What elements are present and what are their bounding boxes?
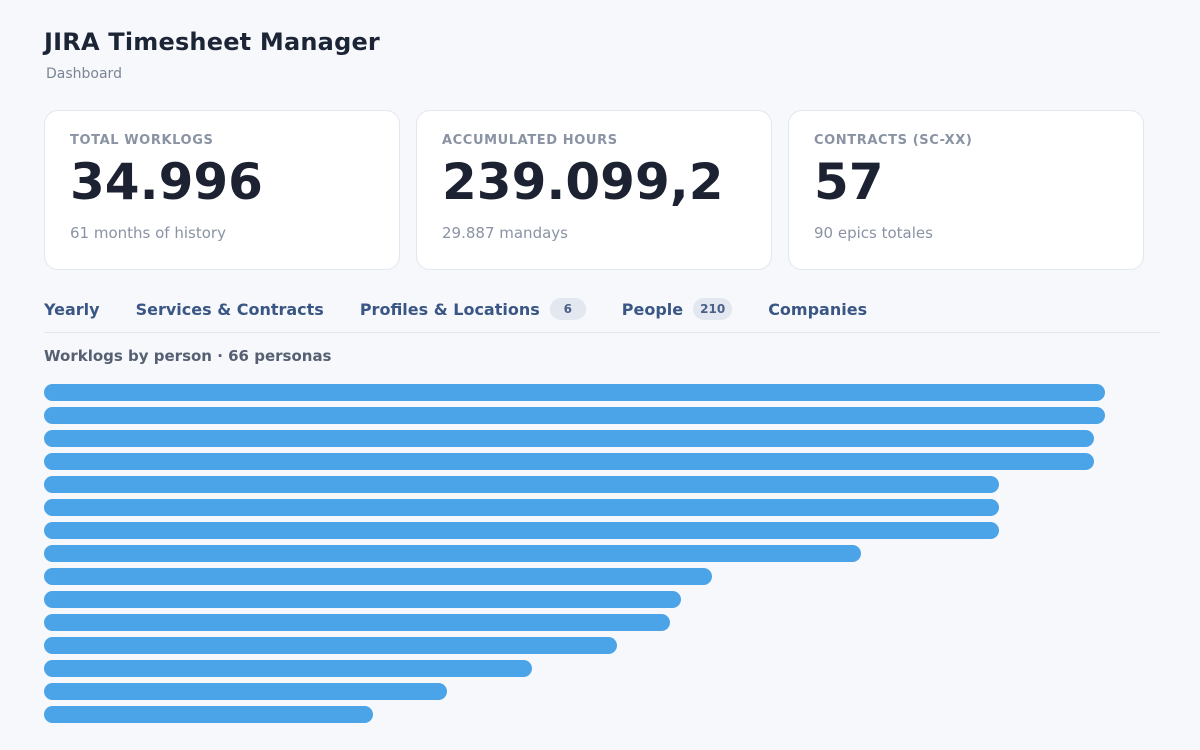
person-bar[interactable] [44,453,1094,470]
card-note: 61 months of history [70,224,226,242]
tab-count-badge: 6 [549,298,586,320]
tab-profiles-locations[interactable]: Profiles & Locations 6 [360,296,586,322]
tab-yearly[interactable]: Yearly [44,296,100,322]
person-bar[interactable] [44,476,999,493]
tab-companies[interactable]: Companies [768,296,867,322]
tab-label: Services & Contracts [135,299,324,319]
person-bar[interactable] [44,384,1105,401]
tab-count-badge: 210 [693,298,733,320]
person-bar[interactable] [44,706,373,723]
tab-services-contracts[interactable]: Services & Contracts [136,296,324,322]
person-bar[interactable] [44,545,861,562]
card-label: ACCUMULATED HOURS [442,133,618,148]
tab-label: People [621,299,684,319]
person-bar[interactable] [44,568,712,585]
person-bar[interactable] [44,637,617,654]
stat-cards: TOTAL WORKLOGS 34.996 61 months of histo… [44,110,1144,270]
person-bar[interactable] [44,407,1105,424]
tab-people[interactable]: People 210 [621,296,733,322]
card-total-worklogs: TOTAL WORKLOGS 34.996 61 months of histo… [44,110,400,270]
person-bar[interactable] [44,660,532,677]
card-label: TOTAL WORKLOGS [70,133,214,148]
person-bar[interactable] [44,522,999,539]
tab-label: Profiles & Locations [359,299,540,319]
card-note: 90 epics totales [814,224,933,242]
tab-bar: Yearly Services & Contracts Profiles & L… [44,296,1160,333]
card-value: 57 [814,153,884,211]
card-accumulated-hours: ACCUMULATED HOURS 239.099,2 29.887 manda… [416,110,772,270]
person-bar[interactable] [44,499,999,516]
person-bar[interactable] [44,591,681,608]
card-value: 34.996 [70,153,263,211]
card-value: 239.099,2 [442,153,724,211]
card-note: 29.887 mandays [442,224,568,242]
app-title: JIRA Timesheet Manager [44,28,380,56]
person-bar[interactable] [44,430,1094,447]
card-label: CONTRACTS (SC-XX) [814,133,973,148]
tab-label: Companies [768,299,868,319]
page-subtitle: Dashboard [46,66,122,82]
section-title: Worklogs by person · 66 personas [44,347,332,365]
person-bar[interactable] [44,683,447,700]
card-contracts: CONTRACTS (SC-XX) 57 90 epics totales [788,110,1144,270]
person-bar[interactable] [44,614,670,631]
tab-label: Yearly [44,299,100,319]
